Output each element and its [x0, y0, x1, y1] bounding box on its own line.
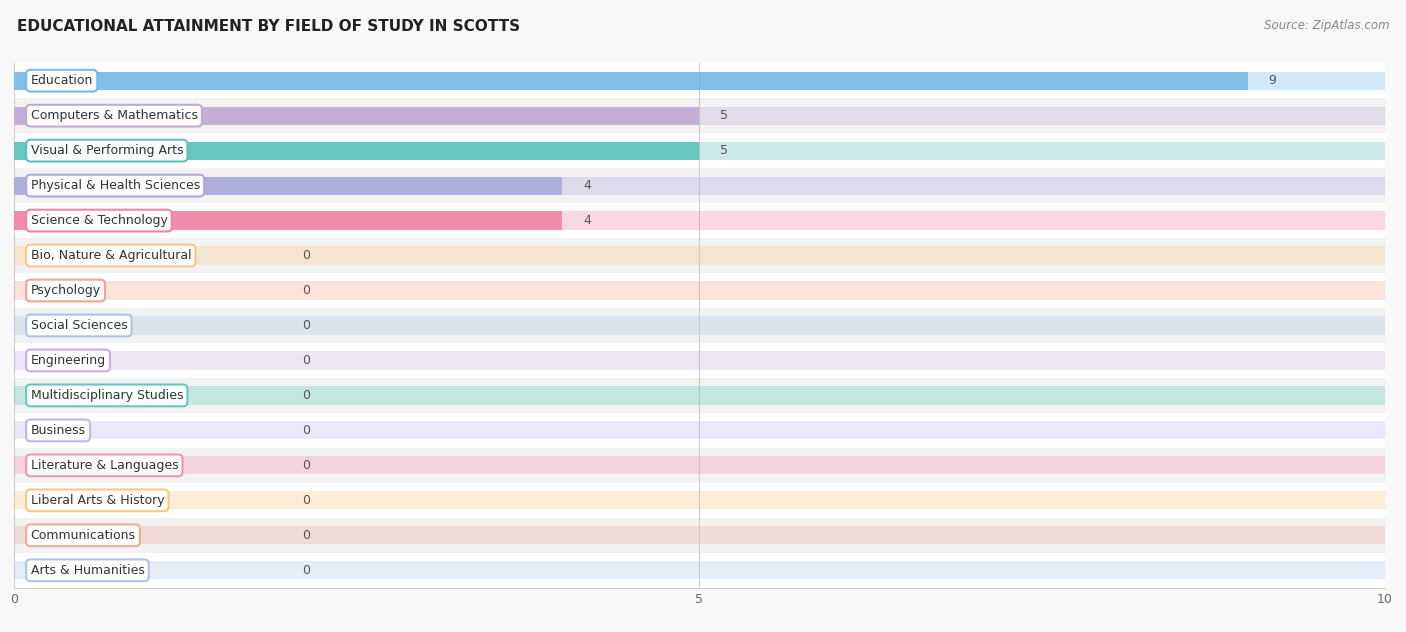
Bar [14, 281, 1385, 300]
Text: Business: Business [31, 424, 86, 437]
Text: 0: 0 [302, 354, 309, 367]
Text: Physical & Health Sciences: Physical & Health Sciences [31, 179, 200, 192]
Text: Computers & Mathematics: Computers & Mathematics [31, 109, 197, 122]
Text: 4: 4 [583, 214, 591, 227]
Text: Social Sciences: Social Sciences [31, 319, 128, 332]
Text: Psychology: Psychology [31, 284, 101, 297]
Text: 4: 4 [583, 179, 591, 192]
Text: Engineering: Engineering [31, 354, 105, 367]
Text: 0: 0 [302, 494, 309, 507]
Bar [14, 273, 1385, 308]
Text: 0: 0 [302, 564, 309, 577]
Bar [14, 553, 1385, 588]
Bar [14, 107, 1385, 125]
Bar [14, 413, 1385, 448]
Bar [14, 456, 1385, 475]
Bar [14, 142, 700, 160]
Text: 5: 5 [720, 144, 728, 157]
Bar [14, 491, 1385, 509]
Text: Communications: Communications [31, 529, 135, 542]
Bar [14, 71, 1385, 90]
Bar [14, 308, 1385, 343]
Bar [14, 483, 1385, 518]
Text: 0: 0 [302, 389, 309, 402]
Bar [14, 176, 1385, 195]
Text: 0: 0 [302, 459, 309, 472]
Bar [14, 518, 1385, 553]
Text: 0: 0 [302, 529, 309, 542]
Bar [14, 317, 1385, 334]
Bar [14, 386, 1385, 404]
Bar [14, 238, 1385, 273]
Bar [14, 212, 562, 229]
Bar [14, 526, 1385, 544]
Bar [14, 168, 1385, 203]
Text: 0: 0 [302, 319, 309, 332]
Text: Science & Technology: Science & Technology [31, 214, 167, 227]
Text: Visual & Performing Arts: Visual & Performing Arts [31, 144, 183, 157]
Bar [14, 203, 1385, 238]
Text: 0: 0 [302, 284, 309, 297]
Text: 0: 0 [302, 249, 309, 262]
Bar [14, 133, 1385, 168]
Bar [14, 212, 1385, 229]
Bar [14, 63, 1385, 98]
Text: 0: 0 [302, 424, 309, 437]
Bar [14, 378, 1385, 413]
Text: EDUCATIONAL ATTAINMENT BY FIELD OF STUDY IN SCOTTS: EDUCATIONAL ATTAINMENT BY FIELD OF STUDY… [17, 19, 520, 34]
Text: Bio, Nature & Agricultural: Bio, Nature & Agricultural [31, 249, 191, 262]
Bar [14, 176, 562, 195]
Text: 5: 5 [720, 109, 728, 122]
Text: Liberal Arts & History: Liberal Arts & History [31, 494, 165, 507]
Bar [14, 422, 1385, 439]
Bar [14, 343, 1385, 378]
Bar [14, 448, 1385, 483]
Bar [14, 71, 1249, 90]
Text: 9: 9 [1268, 74, 1277, 87]
Bar [14, 98, 1385, 133]
Bar [14, 246, 1385, 265]
Bar [14, 107, 700, 125]
Bar [14, 142, 1385, 160]
Text: Multidisciplinary Studies: Multidisciplinary Studies [31, 389, 183, 402]
Text: Source: ZipAtlas.com: Source: ZipAtlas.com [1264, 19, 1389, 32]
Text: Literature & Languages: Literature & Languages [31, 459, 179, 472]
Bar [14, 351, 1385, 370]
Bar [14, 561, 1385, 580]
Text: Education: Education [31, 74, 93, 87]
Text: Arts & Humanities: Arts & Humanities [31, 564, 145, 577]
